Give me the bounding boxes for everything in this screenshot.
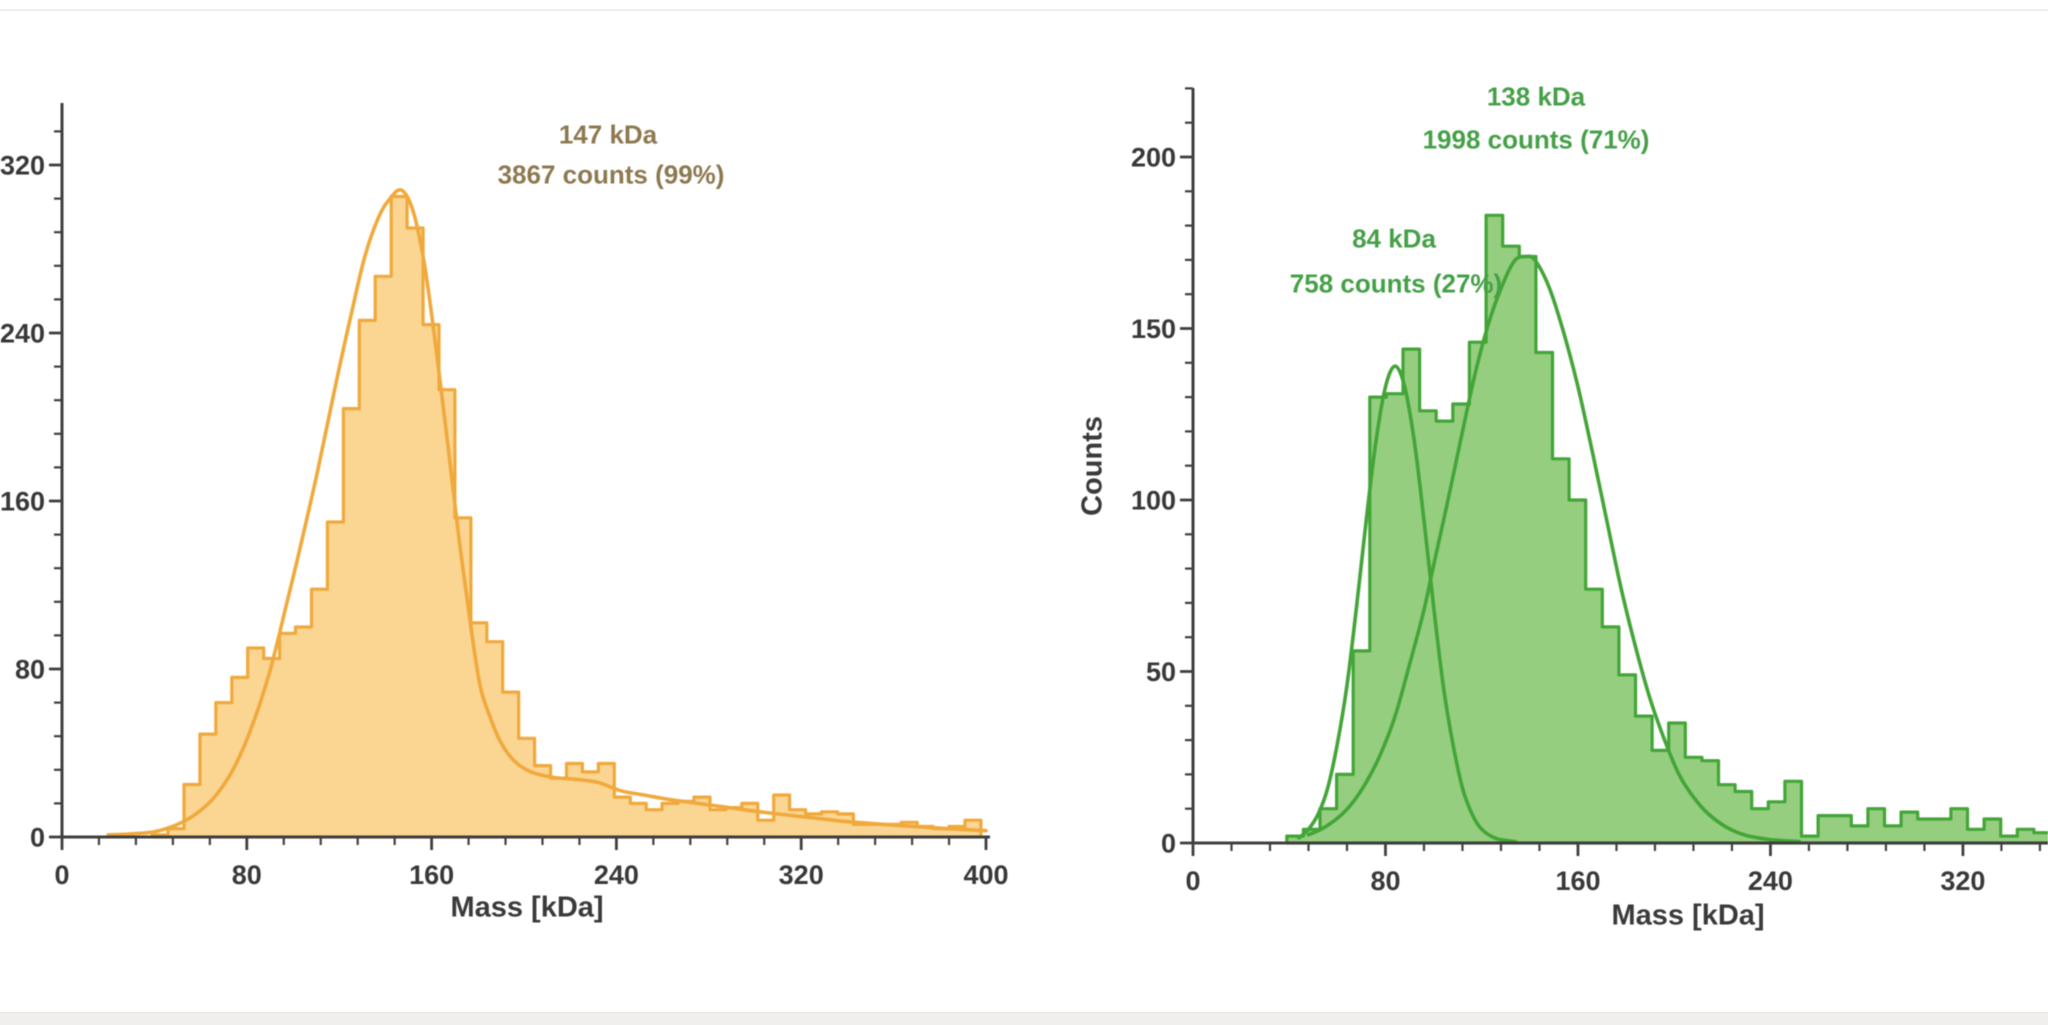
y-tick-label-right-200: 200	[1131, 143, 1176, 173]
y-tick-label-left-160: 160	[0, 487, 45, 517]
fit-curve-right-1	[1306, 254, 1802, 844]
y-tick-label-left-0: 0	[30, 823, 45, 853]
y-tick-label-right-150: 150	[1131, 314, 1176, 344]
x-tick-label-right-0: 0	[1185, 866, 1200, 896]
peak-annotation-mass-138: 138 kDa	[1486, 81, 1586, 112]
y-tick-label-right-50: 50	[1146, 657, 1176, 687]
x-tick-label-left-320: 320	[779, 860, 824, 890]
x-tick-label-right-80: 80	[1370, 866, 1400, 896]
y-tick-label-right-0: 0	[1161, 829, 1176, 859]
x-tick-label-left-0: 0	[54, 860, 69, 890]
peak-annotation-mass-147: 147 kDa	[558, 119, 658, 150]
bottom-edge-bar	[0, 1012, 2048, 1025]
x-tick-label-right-320: 320	[1940, 866, 1985, 896]
y-axis-title-right: Counts	[1076, 416, 1109, 516]
y-tick-label-left-240: 240	[0, 319, 45, 349]
chart-left: 0 80 160 240 320 400 0 80 160 240 320	[0, 103, 1009, 890]
tick-labels-right: 0 80 160 240 320 0 50 100 150 200	[1131, 143, 1985, 897]
top-border-line	[0, 9, 2048, 11]
chart-right: 0 80 160 240 320 0 50 100 150 200	[1131, 87, 2048, 897]
x-axis-title-right: Mass [kDa]	[1611, 899, 1765, 932]
x-tick-label-left-80: 80	[232, 860, 262, 890]
x-tick-label-left-240: 240	[594, 860, 639, 890]
y-tick-label-left-80: 80	[15, 655, 45, 685]
peak-annotation-counts-147: 3867 counts (99%)	[497, 159, 725, 190]
axes-right	[1180, 87, 2048, 856]
x-tick-label-right-240: 240	[1748, 866, 1793, 896]
peak-annotation-counts-138: 1998 counts (71%)	[1422, 124, 1650, 155]
peak-annotation-mass-84: 84 kDa	[1352, 223, 1436, 254]
y-tick-label-left-320: 320	[0, 151, 45, 181]
fit-curve-left-0	[106, 187, 988, 837]
x-tick-label-left-160: 160	[409, 860, 454, 890]
tick-labels-left: 0 80 160 240 320 400 0 80 160 240 320	[0, 151, 1009, 891]
axes-left	[49, 103, 990, 850]
peak-annotation-counts-84: 758 counts (27%)	[1289, 268, 1503, 299]
x-tick-label-right-160: 160	[1555, 866, 1600, 896]
x-axis-title-left: Mass [kDa]	[450, 891, 604, 924]
histogram-fill-left	[152, 196, 981, 837]
x-tick-label-left-400: 400	[963, 860, 1008, 890]
fit-curve-right-0	[1297, 364, 1518, 844]
y-tick-label-right-100: 100	[1131, 486, 1176, 516]
